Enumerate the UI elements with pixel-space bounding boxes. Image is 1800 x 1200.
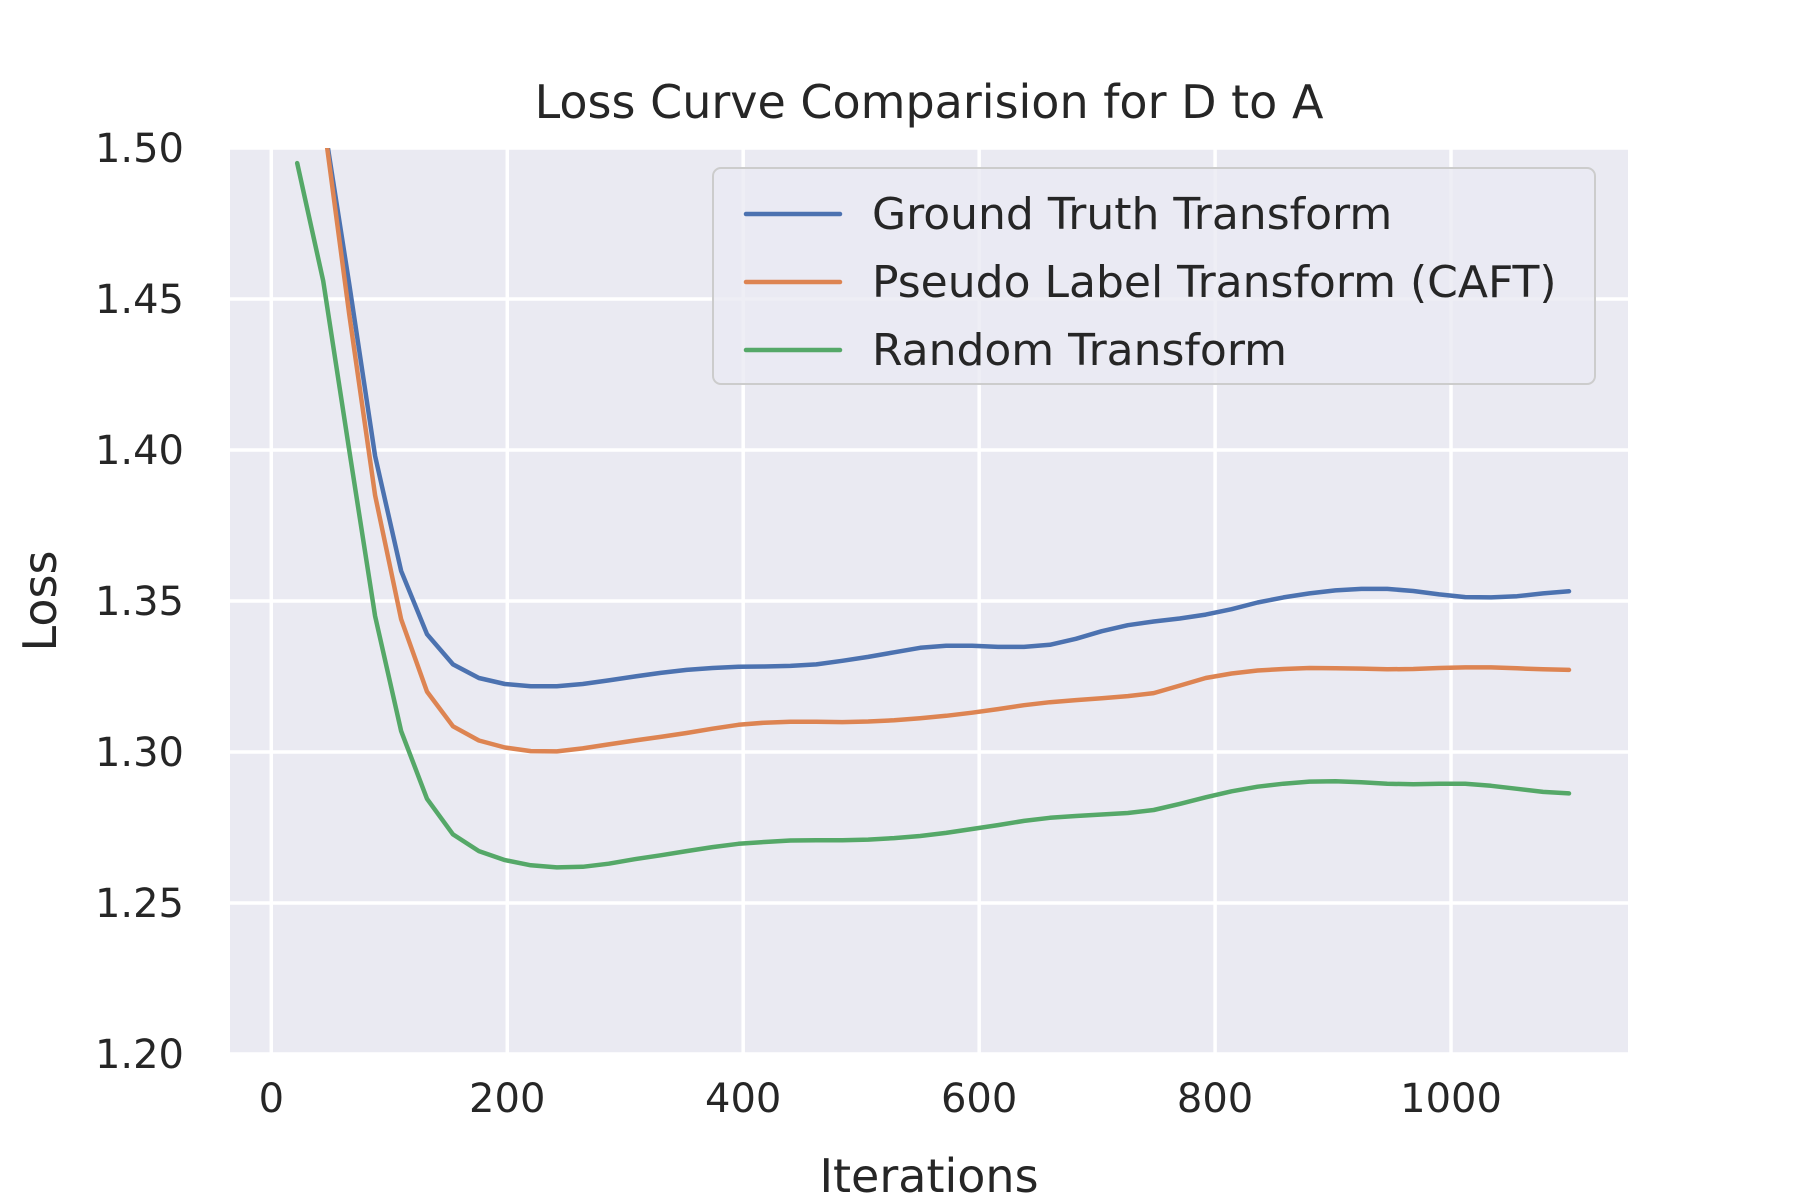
y-tick-label: 1.35	[95, 579, 184, 625]
y-tick-label: 1.40	[95, 428, 184, 474]
legend-box	[712, 167, 1596, 385]
x-tick-label: 400	[705, 1076, 781, 1122]
series-line-1	[325, 148, 1572, 689]
series-line-2	[324, 148, 1572, 754]
legend-label-1: Ground Truth Transform	[872, 189, 1392, 240]
legend: Ground Truth Transform Pseudo Label Trans…	[712, 167, 1596, 385]
y-tick-label: 1.45	[95, 277, 184, 323]
tick-labels: 0 200 400 600 800 1000 1.20 1.25 1.30 1.35 1.40 1.4…	[95, 126, 1502, 1122]
x-tick-label: 0	[259, 1076, 284, 1122]
chart-title: Loss Curve Comparision for D to A	[535, 75, 1324, 129]
x-tick-label: 1000	[1400, 1076, 1502, 1122]
legend-label-2: Pseudo Label Transform (CAFT)	[872, 257, 1557, 308]
y-tick-label: 1.25	[95, 881, 184, 927]
y-tick-label: 1.20	[95, 1032, 184, 1078]
y-tick-label: 1.50	[95, 126, 184, 172]
series-lines	[294, 148, 1572, 870]
y-axis-label: Loss	[13, 551, 67, 652]
x-tick-label: 200	[469, 1076, 545, 1122]
x-axis-label: Iterations	[819, 1149, 1038, 1200]
x-tick-label: 600	[941, 1076, 1017, 1122]
series-line-3	[294, 160, 1572, 870]
legend-label-3: Random Transform	[872, 325, 1287, 376]
y-tick-label: 1.30	[95, 730, 184, 776]
x-tick-label: 800	[1177, 1076, 1253, 1122]
